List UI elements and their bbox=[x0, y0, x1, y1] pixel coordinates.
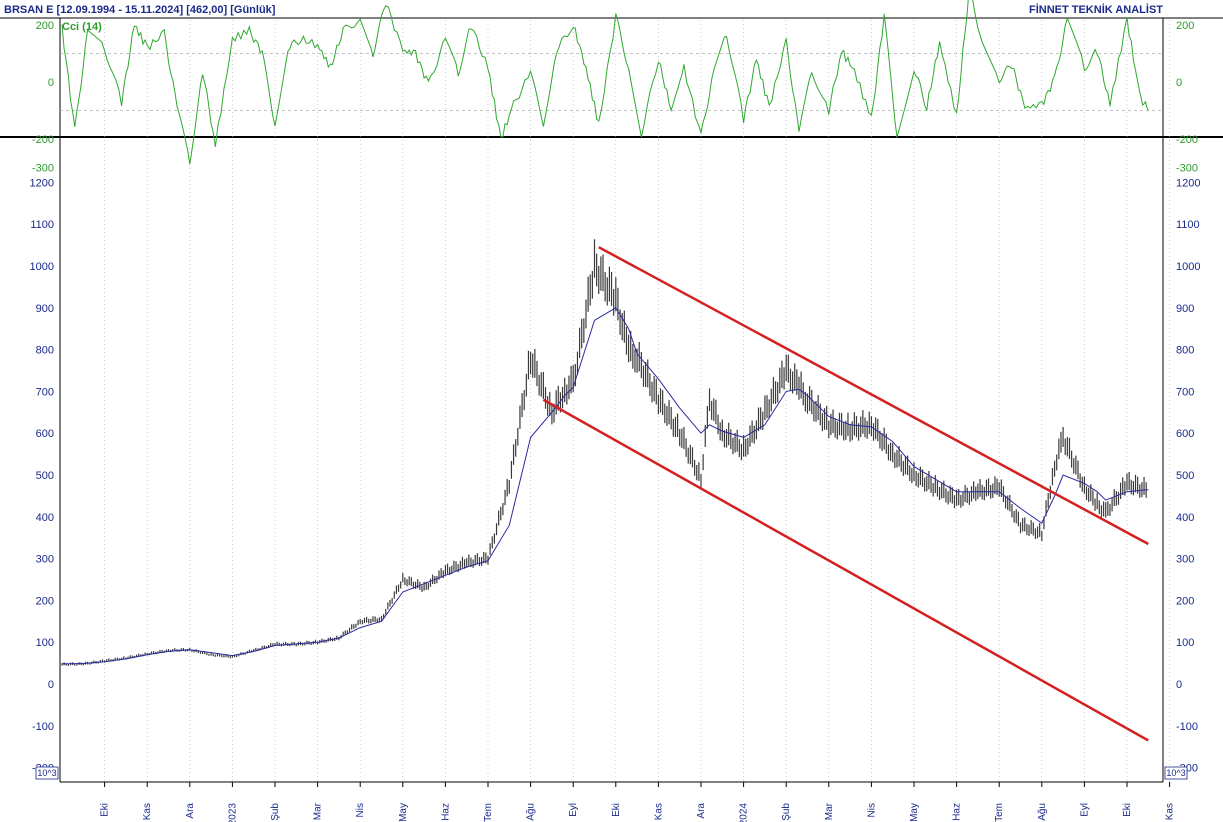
cci-tick-left: 0 bbox=[48, 77, 54, 89]
price-tick-left: 500 bbox=[36, 470, 54, 482]
time-axis: Eki Kas Ara 2023 Şub Mar Nis May Haz Tem Ağu Eyl Eki… bbox=[100, 782, 1176, 822]
x-tick-label: Ağu bbox=[526, 803, 537, 821]
price-tick-right: -100 bbox=[1176, 721, 1198, 733]
x-tick-label: Eki bbox=[100, 803, 111, 817]
price-tick-right: 1100 bbox=[1176, 219, 1200, 231]
price-tick-left: 0 bbox=[48, 679, 54, 691]
x-tick-label: Mar bbox=[313, 802, 324, 820]
x-tick-label: Nis bbox=[866, 803, 877, 817]
cci-title: Cci (14) bbox=[62, 21, 102, 33]
price-tick-left: 800 bbox=[36, 345, 54, 357]
price-tick-left: 900 bbox=[36, 303, 54, 315]
x-tick-label: Ara bbox=[696, 803, 707, 819]
price-tick-right: 1000 bbox=[1176, 261, 1200, 273]
x-tick-label: Tem bbox=[483, 803, 494, 822]
x-tick-label: Tem bbox=[994, 803, 1005, 822]
price-bars bbox=[61, 239, 1147, 666]
x-tick-label: Mar bbox=[824, 802, 835, 820]
price-tick-right: 500 bbox=[1176, 470, 1194, 482]
price-tick-left: 1200 bbox=[30, 177, 54, 189]
channel-line-upper bbox=[598, 246, 1149, 546]
x-tick-label: Kas bbox=[653, 803, 664, 820]
cci-tick-left: -300 bbox=[32, 163, 54, 175]
x-tick-label: Şub bbox=[270, 803, 281, 821]
x-tick-label: 2024 bbox=[739, 803, 750, 822]
price-tick-left: 400 bbox=[36, 512, 54, 524]
price-tick-right: 100 bbox=[1176, 637, 1194, 649]
cci-tick-left: -200 bbox=[32, 134, 54, 146]
x-tick-label: 2023 bbox=[227, 803, 238, 822]
x-tick-label: Kas bbox=[1165, 803, 1176, 820]
price-tick-right: 600 bbox=[1176, 428, 1194, 440]
cci-tick-right: 0 bbox=[1176, 77, 1182, 89]
scale-tag-right: 10^3 bbox=[1164, 766, 1188, 780]
x-tick-label: Eki bbox=[1122, 803, 1133, 817]
x-tick-label: Nis bbox=[355, 803, 366, 817]
cci-tick-right: 200 bbox=[1176, 20, 1194, 32]
price-tick-left: 100 bbox=[36, 637, 54, 649]
price-tick-left: 1100 bbox=[30, 219, 54, 231]
x-tick-label: Ağu bbox=[1037, 803, 1048, 821]
svg-text:10^3: 10^3 bbox=[1166, 768, 1185, 778]
x-tick-label: Eki bbox=[611, 803, 622, 817]
x-tick-label: Şub bbox=[781, 803, 792, 821]
price-tick-right: 1200 bbox=[1176, 177, 1200, 189]
price-tick-right: 0 bbox=[1176, 679, 1182, 691]
x-tick-label: May bbox=[909, 803, 920, 822]
x-tick-label: Eyl bbox=[1079, 803, 1090, 817]
price-tick-left: 600 bbox=[36, 428, 54, 440]
grid-lines bbox=[60, 20, 1170, 782]
cci-tick-right: -200 bbox=[1176, 134, 1198, 146]
price-tick-right: 400 bbox=[1176, 512, 1194, 524]
price-tick-left: 1000 bbox=[30, 261, 54, 273]
price-tick-left: 200 bbox=[36, 595, 54, 607]
price-tick-left: -100 bbox=[32, 721, 54, 733]
scale-tag-left: 10^3 bbox=[35, 766, 59, 780]
price-tick-right: 800 bbox=[1176, 345, 1194, 357]
chart-header-right: FİNNET TEKNİK ANALİST bbox=[1029, 3, 1163, 16]
price-tick-right: 200 bbox=[1176, 595, 1194, 607]
price-tick-left: 700 bbox=[36, 386, 54, 398]
chart-header-left: BRSAN E [12.09.1994 - 15.11.2024] [462,0… bbox=[4, 4, 276, 16]
x-tick-label: Haz bbox=[952, 803, 963, 821]
cci-tick-right: -300 bbox=[1176, 163, 1198, 175]
cci-axis: 40040020020000-200-200-300-300 bbox=[32, 20, 1198, 175]
x-tick-label: Kas bbox=[142, 803, 153, 820]
cci-series-line bbox=[61, 0, 1149, 165]
x-tick-label: Eyl bbox=[568, 803, 579, 817]
price-tick-right: 900 bbox=[1176, 303, 1194, 315]
x-tick-label: Ara bbox=[185, 803, 196, 819]
cci-tick-left: 200 bbox=[36, 20, 54, 32]
price-tick-left: 300 bbox=[36, 554, 54, 566]
price-tick-right: 300 bbox=[1176, 554, 1194, 566]
price-tick-right: 700 bbox=[1176, 386, 1194, 398]
x-tick-label: Haz bbox=[440, 803, 451, 821]
channel-line-lower bbox=[542, 398, 1149, 742]
x-tick-label: May bbox=[398, 803, 409, 822]
moving-average-line bbox=[61, 307, 1149, 665]
svg-text:10^3: 10^3 bbox=[37, 768, 56, 778]
